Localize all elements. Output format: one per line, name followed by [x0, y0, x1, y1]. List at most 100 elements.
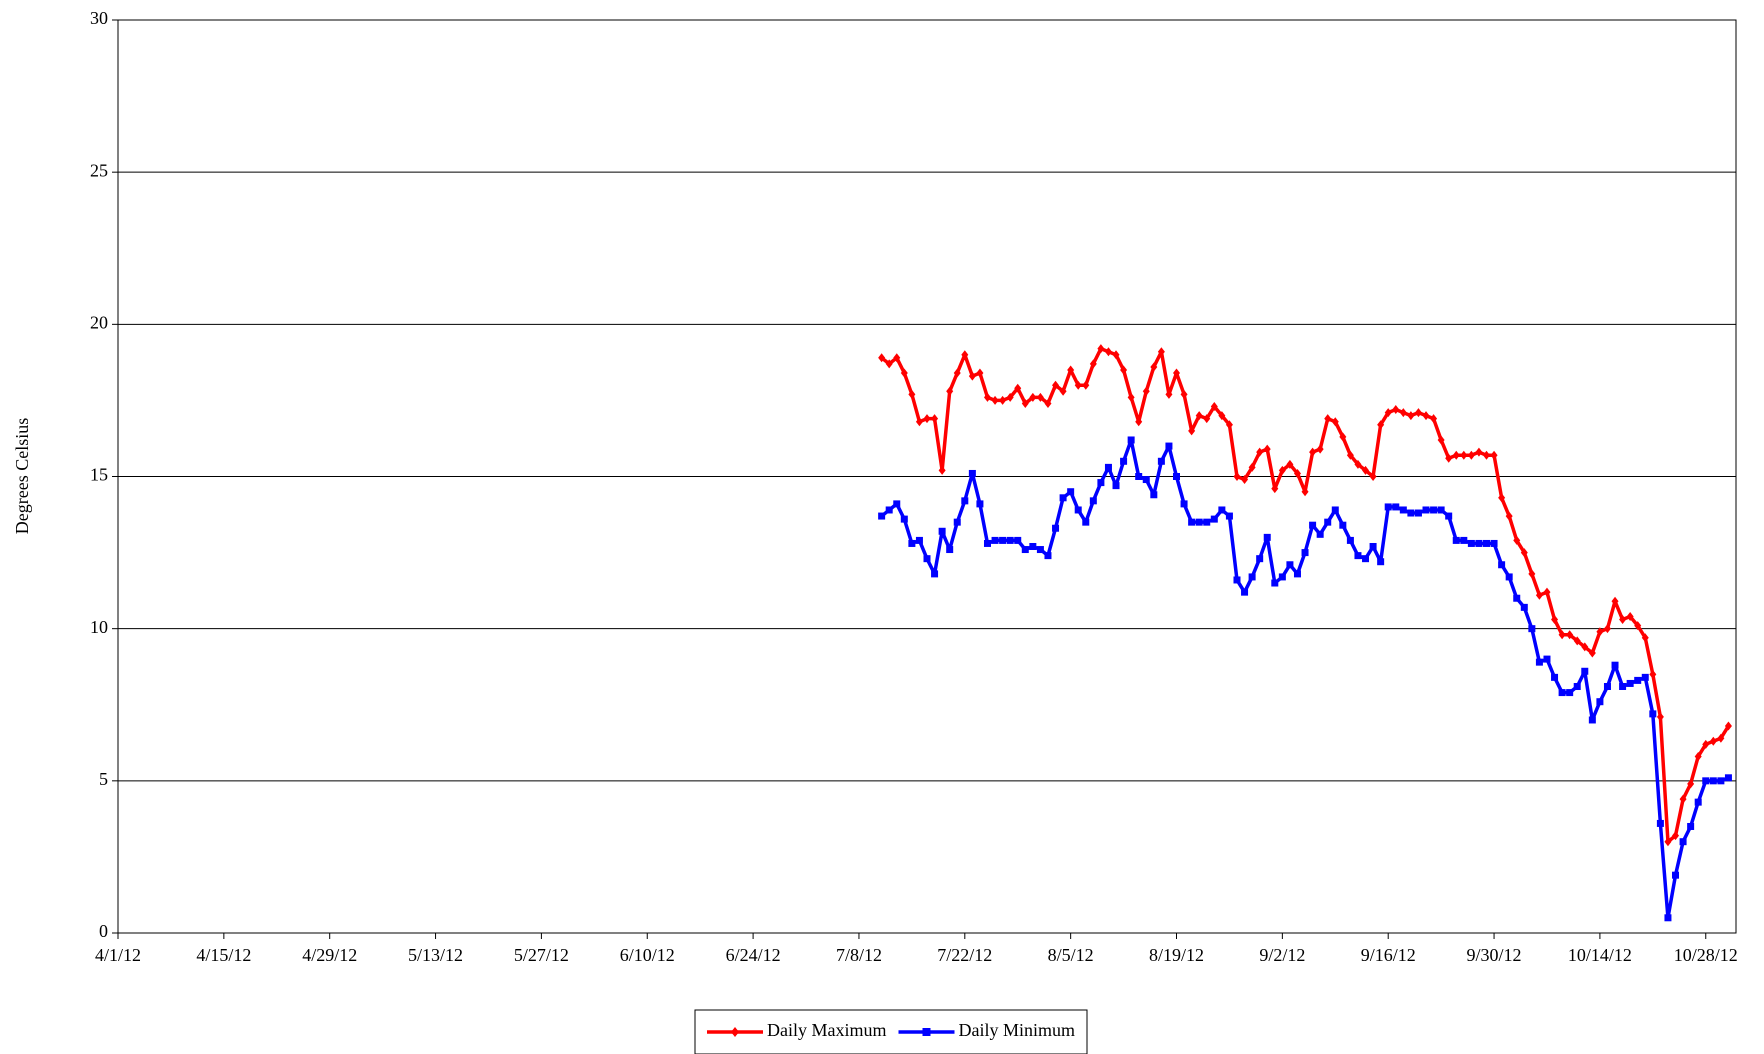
marker	[1006, 392, 1014, 402]
legend: Daily Maximum Daily Minimum	[694, 1009, 1088, 1054]
marker	[1021, 398, 1029, 408]
x-tick-label: 9/30/12	[1467, 945, 1522, 965]
marker	[1120, 457, 1128, 465]
marker	[1014, 536, 1022, 544]
marker	[1082, 380, 1090, 390]
marker	[1664, 837, 1672, 847]
marker	[1596, 698, 1604, 706]
marker	[1392, 503, 1400, 511]
marker	[983, 392, 991, 402]
marker	[1104, 463, 1112, 471]
marker	[1218, 506, 1226, 514]
marker	[1165, 442, 1173, 450]
marker	[968, 371, 976, 381]
marker	[1588, 648, 1596, 658]
marker	[731, 1027, 739, 1037]
marker	[900, 515, 908, 523]
marker	[908, 389, 916, 399]
marker	[968, 469, 976, 477]
marker	[1127, 436, 1135, 444]
marker	[1641, 633, 1649, 643]
marker	[1445, 512, 1453, 520]
y-tick-label: 30	[90, 8, 108, 28]
series-line	[880, 438, 1730, 920]
marker	[1603, 624, 1611, 634]
marker	[1271, 579, 1279, 587]
x-tick-label: 4/29/12	[302, 945, 357, 965]
marker	[1293, 468, 1301, 478]
y-tick-label: 5	[99, 769, 108, 789]
y-tick-label: 10	[90, 617, 108, 637]
x-tick-label: 7/8/12	[836, 945, 882, 965]
marker	[1248, 462, 1256, 472]
marker	[1271, 484, 1279, 494]
marker	[1286, 459, 1294, 469]
marker	[1135, 473, 1143, 480]
marker	[1445, 453, 1453, 463]
marker	[1014, 383, 1022, 393]
marker	[1263, 533, 1271, 541]
marker	[1490, 539, 1498, 547]
marker	[1210, 402, 1218, 412]
marker	[1414, 509, 1422, 517]
marker	[1649, 669, 1657, 679]
marker	[1694, 798, 1702, 806]
marker	[915, 417, 923, 427]
marker	[1422, 506, 1430, 514]
marker	[1422, 411, 1430, 421]
marker	[991, 536, 999, 544]
marker	[1551, 615, 1559, 625]
marker	[1566, 630, 1574, 640]
marker	[1142, 476, 1150, 484]
x-tick-label: 6/24/12	[726, 945, 781, 965]
marker	[1407, 509, 1415, 517]
marker	[1619, 615, 1627, 625]
marker	[1052, 380, 1060, 390]
marker	[1724, 721, 1732, 731]
marker	[1664, 914, 1672, 922]
marker	[1626, 611, 1634, 621]
marker	[1248, 573, 1256, 581]
marker	[1528, 625, 1536, 633]
marker	[1225, 512, 1233, 520]
marker	[885, 359, 893, 369]
marker	[1467, 450, 1475, 460]
x-tick-label: 8/5/12	[1048, 945, 1094, 965]
marker	[1702, 777, 1710, 785]
marker	[1044, 398, 1052, 408]
marker	[1263, 444, 1271, 454]
marker	[931, 414, 939, 424]
marker	[1611, 661, 1619, 669]
marker	[1059, 386, 1067, 396]
marker	[1641, 673, 1649, 681]
marker	[1709, 736, 1717, 746]
marker	[1225, 420, 1233, 430]
marker	[1301, 549, 1309, 557]
marker	[1656, 819, 1664, 827]
marker	[1475, 447, 1483, 457]
marker	[1399, 506, 1407, 514]
marker	[1520, 548, 1528, 558]
marker	[1679, 838, 1687, 846]
marker	[1195, 411, 1203, 421]
marker	[1029, 542, 1037, 550]
marker	[1467, 539, 1475, 547]
marker	[1324, 414, 1332, 424]
marker	[1694, 751, 1702, 761]
marker	[1672, 831, 1680, 841]
marker	[1233, 576, 1241, 584]
marker	[1316, 530, 1324, 538]
marker	[976, 500, 984, 508]
marker	[1278, 573, 1286, 581]
marker	[1558, 689, 1566, 697]
y-tick-label: 0	[99, 921, 108, 941]
marker	[1384, 503, 1392, 511]
marker	[1021, 546, 1029, 554]
marker	[1006, 536, 1014, 544]
marker	[999, 395, 1007, 405]
x-tick-label: 9/16/12	[1361, 945, 1416, 965]
marker	[1513, 594, 1521, 602]
marker	[1535, 590, 1543, 600]
marker	[1241, 588, 1249, 596]
marker	[1452, 450, 1460, 460]
